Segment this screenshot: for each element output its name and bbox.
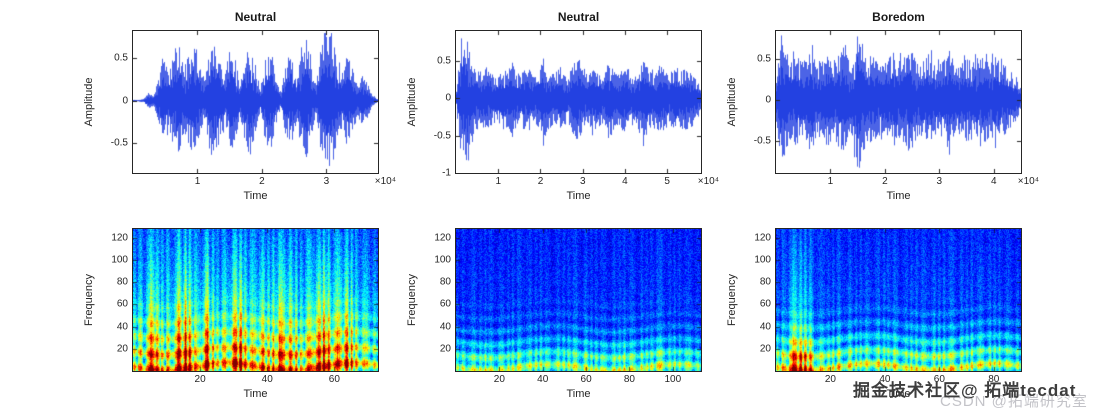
y-tick-label: 100: [754, 254, 771, 266]
x-tick-label: 40: [261, 374, 273, 385]
x-tick-label: 2: [259, 176, 265, 187]
x-tick-label: 60: [580, 374, 592, 385]
x-axis-label: Time: [886, 190, 911, 202]
plot-title: Neutral: [557, 10, 600, 24]
y-axis-label: Amplitude: [83, 77, 95, 127]
y-tick-label: 80: [439, 276, 451, 288]
watermark-tecdat: 掘金技术社区@ 拓端tecdat: [853, 381, 1077, 400]
x-tick-label: 40: [879, 374, 891, 385]
y-tick-label: 80: [116, 276, 128, 288]
spectrogram-canvas-1: [133, 229, 378, 371]
waveform-canvas-2: [456, 31, 701, 173]
y-axis-label: Amplitude: [406, 77, 418, 127]
y-tick-label: 40: [759, 321, 771, 333]
x-tick-label: 100: [664, 374, 682, 385]
subplot-spectrogram-3: Frequency 20 40 60 80 100 120 20 40 60 80 Time: [726, 228, 1022, 400]
x-axis-multiplier: ×10⁴: [374, 176, 396, 187]
y-tick-label: 20: [116, 343, 128, 355]
y-tick-label: -0.5: [753, 135, 771, 147]
x-tick-label: 80: [988, 374, 1000, 385]
plot-title: Boredom: [872, 10, 925, 24]
x-axis-multiplier: ×10⁴: [697, 176, 719, 187]
spectrogram-canvas-2: [456, 229, 701, 371]
x-tick-label: 80: [623, 374, 635, 385]
watermark-csdn: CSDN @拓端研究室: [940, 393, 1088, 410]
y-tick-label: 80: [759, 276, 771, 288]
x-tick-labels: 1 2 3: [133, 176, 378, 189]
x-tick-labels: 1 2 3 4: [776, 176, 1021, 189]
x-tick-labels: 20 40 60 80 100: [456, 374, 701, 387]
x-tick-label: 1: [194, 176, 201, 187]
y-tick-label: 0.5: [114, 52, 128, 64]
subplot-spectrogram-2: Frequency 20 40 60 80 100 120 20 40 60 80 100 Tim…: [406, 228, 702, 400]
y-tick-label: 40: [439, 321, 451, 333]
y-tick-label: 20: [439, 343, 451, 355]
subplot-waveform-boredom: Boredom Amplitude 0.5 0 -0.5 1 2 3 4 Time ×10…: [726, 10, 1039, 202]
x-axis-label: Time: [566, 190, 591, 202]
x-axis-multiplier: ×10⁴: [1017, 176, 1039, 187]
x-tick-label: 1: [495, 176, 502, 187]
plot-title: Neutral: [234, 10, 277, 24]
y-tick-label: 0.5: [757, 53, 771, 65]
x-tick-label: 40: [537, 374, 549, 385]
x-tick-label: 4: [622, 176, 628, 187]
x-tick-label: 20: [824, 374, 836, 385]
y-tick-labels: 20 40 60 80 100 120: [418, 229, 456, 371]
x-tick-labels: 20 40 60 80: [776, 374, 1021, 387]
y-tick-labels: 0.5 0 -0.5: [738, 31, 776, 173]
y-tick-label: 60: [116, 298, 128, 310]
y-tick-label: 40: [116, 321, 128, 333]
x-axis-label: Time: [243, 388, 268, 400]
x-tick-label: 60: [328, 374, 340, 385]
y-axis-label: Frequency: [83, 274, 95, 326]
y-tick-labels: 20 40 60 80 100 120: [738, 229, 776, 371]
y-tick-label: 120: [434, 232, 451, 244]
x-axis-label: Time: [886, 388, 911, 400]
y-tick-label: -0.5: [110, 137, 128, 149]
x-axis-label: Time: [566, 388, 591, 400]
y-tick-label: -1: [442, 167, 451, 179]
x-tick-label: 3: [936, 176, 943, 187]
y-tick-label: -0.5: [433, 130, 451, 142]
x-tick-labels: 1 2 3 4 5: [456, 176, 701, 189]
x-tick-label: 2: [537, 176, 544, 187]
subplot-waveform-neutral-1: Neutral Amplitude 0.5 0 -0.5 1 2 3 Time ×10⁴: [83, 10, 396, 202]
y-tick-label: 100: [111, 254, 128, 266]
y-tick-label: 0: [765, 94, 771, 106]
y-tick-label: 60: [759, 298, 771, 310]
x-tick-label: 2: [882, 176, 888, 187]
spectrogram-canvas-3: [776, 229, 1021, 371]
x-tick-label: 4: [990, 176, 997, 187]
waveform-canvas-3: [776, 31, 1021, 173]
y-axis-label: Frequency: [406, 274, 418, 326]
y-axis-label: Amplitude: [726, 77, 738, 127]
y-tick-labels: 0.5 0 -0.5: [95, 31, 133, 173]
x-tick-label: 3: [323, 176, 330, 187]
y-tick-label: 20: [759, 343, 771, 355]
x-axis-label: Time: [243, 190, 268, 202]
x-tick-label: 1: [827, 176, 834, 187]
y-axis-label: Frequency: [726, 274, 738, 326]
x-tick-label: 3: [579, 176, 586, 187]
y-tick-label: 100: [434, 254, 451, 266]
x-tick-label: 60: [933, 374, 945, 385]
x-tick-label: 20: [194, 374, 206, 385]
y-tick-labels: 0.5 0 -0.5 -1: [418, 31, 456, 178]
x-tick-label: 20: [493, 374, 505, 385]
y-tick-label: 60: [439, 298, 451, 310]
waveform-canvas-1: [133, 31, 378, 173]
y-tick-labels: 20 40 60 80 100 120: [95, 229, 133, 371]
y-tick-label: 120: [111, 232, 128, 244]
y-tick-label: 0: [445, 92, 451, 104]
y-tick-label: 0.5: [437, 55, 451, 67]
x-tick-label: 5: [664, 176, 670, 187]
y-tick-label: 120: [754, 232, 771, 244]
y-tick-label: 0: [122, 95, 128, 107]
subplot-spectrogram-1: Frequency 20 40 60 80 100 120 20 40 60 Time: [83, 228, 379, 400]
x-tick-labels: 20 40 60: [133, 374, 378, 387]
